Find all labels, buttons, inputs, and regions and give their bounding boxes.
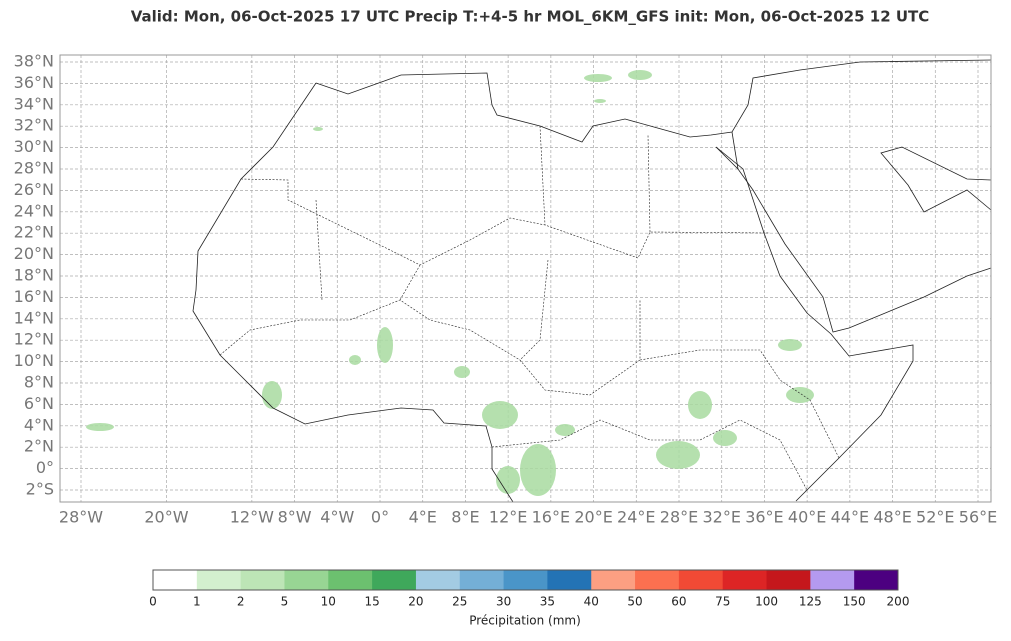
colorbar-segment [372,570,417,590]
colorbar-tick-label: 15 [364,595,379,609]
colorbar-tick-label: 200 [887,595,910,609]
colorbar-segment [153,570,198,590]
colorbar-frame [152,569,899,591]
lat-tick-label: 16°N [14,287,54,306]
colorbar-tick-label: 75 [715,595,730,609]
colorbar-segment [591,570,636,590]
colorbar-segment [459,570,505,590]
lat-tick-label: 14°N [14,308,54,327]
colorbar-segment [547,570,592,590]
lon-tick-label: 56°E [959,508,997,527]
colorbar-tick-label: 10 [321,595,336,609]
colorbar-tick-label: 25 [452,595,467,609]
colorbar-label: Précipitation (mm) [469,614,581,628]
lat-tick-label: 22°N [14,223,54,242]
lon-tick-label: 12°E [489,508,527,527]
colorbar-segment [503,570,548,590]
colorbar-tick-label: 30 [496,595,511,609]
colorbar-tick-label: 5 [281,595,289,609]
colorbar-tick-label: 40 [584,595,599,609]
lat-tick-label: 38°N [14,52,54,71]
colorbar-segment [328,570,373,590]
rain-areas [86,70,814,496]
colorbar-tick-label: 150 [843,595,866,609]
colorbar: 0 1 2 5 10 15 20 25 30 35 40 50 60 75 100 125 150 200 [149,569,910,609]
lat-tick-label: 10°N [14,351,54,370]
lon-tick-label: 4°W [320,508,354,527]
lon-tick-label: 32°E [702,508,740,527]
colorbar-segment [415,570,461,590]
lat-tick-label: 2°S [26,480,54,499]
lat-tick-label: 4°N [24,415,54,434]
lat-tick-label: 34°N [14,94,54,113]
lon-tick-label: 0° [371,508,389,527]
lat-tick-label: 6°N [24,394,54,413]
lon-tick-label: 8°E [451,508,479,527]
lat-tick-label: 24°N [14,201,54,220]
lat-tick-label: 12°N [14,330,54,349]
coastlines [192,59,992,503]
lon-tick-label: 20°W [144,508,188,527]
lat-tick-label: 28°N [14,159,54,178]
lat-tick-label: 0° [36,458,54,477]
lon-tick-label: 40°E [788,508,826,527]
lon-tick-label: 28°W [59,508,103,527]
colorbar-tick-label: 1 [193,595,201,609]
lon-tick-label: 12°W [230,508,274,527]
lon-tick-label: 16°E [532,508,570,527]
colorbar-segment [284,570,329,590]
map-frame [59,54,992,503]
colorbar-tick-label: 0 [149,595,157,609]
colorbar-tick-label: 60 [671,595,686,609]
colorbar-tick-label: 35 [540,595,555,609]
lat-tick-label: 30°N [14,137,54,156]
colorbar-segment [722,570,768,590]
title: Valid: Mon, 06-Oct-2025 17 UTC Precip T:… [131,8,930,26]
colorbar-tick-label: 20 [408,595,423,609]
lon-tick-label: 4°E [409,508,437,527]
colorbar-segment [635,570,680,590]
lat-tick-label: 36°N [14,73,54,92]
lat-tick-label: 8°N [24,373,54,392]
colorbar-tick-label: 50 [627,595,642,609]
borders [219,125,840,491]
lon-tick-label: 28°E [660,508,698,527]
lon-tick-label: 36°E [745,508,783,527]
lon-tick-label: 20°E [574,508,612,527]
colorbar-segment [196,570,242,590]
lat-tick-label: 18°N [14,266,54,285]
colorbar-segment [766,570,811,590]
lon-tick-label: 52°E [916,508,954,527]
lon-tick-label: 8°W [278,508,312,527]
lon-tick-label: 44°E [831,508,869,527]
lat-tick-label: 32°N [14,116,54,135]
colorbar-segment [810,570,855,590]
lon-tick-label: 24°E [617,508,655,527]
colorbar-segment [240,570,285,590]
colorbar-segment [854,570,899,590]
colorbar-tick-label: 125 [799,595,822,609]
lat-tick-label: 2°N [24,437,54,456]
lon-tick-label: 48°E [873,508,911,527]
colorbar-tick-label: 100 [755,595,778,609]
colorbar-tick-label: 2 [237,595,245,609]
lat-tick-label: 26°N [14,180,54,199]
lat-tick-label: 20°N [14,244,54,263]
colorbar-segment [678,570,724,590]
